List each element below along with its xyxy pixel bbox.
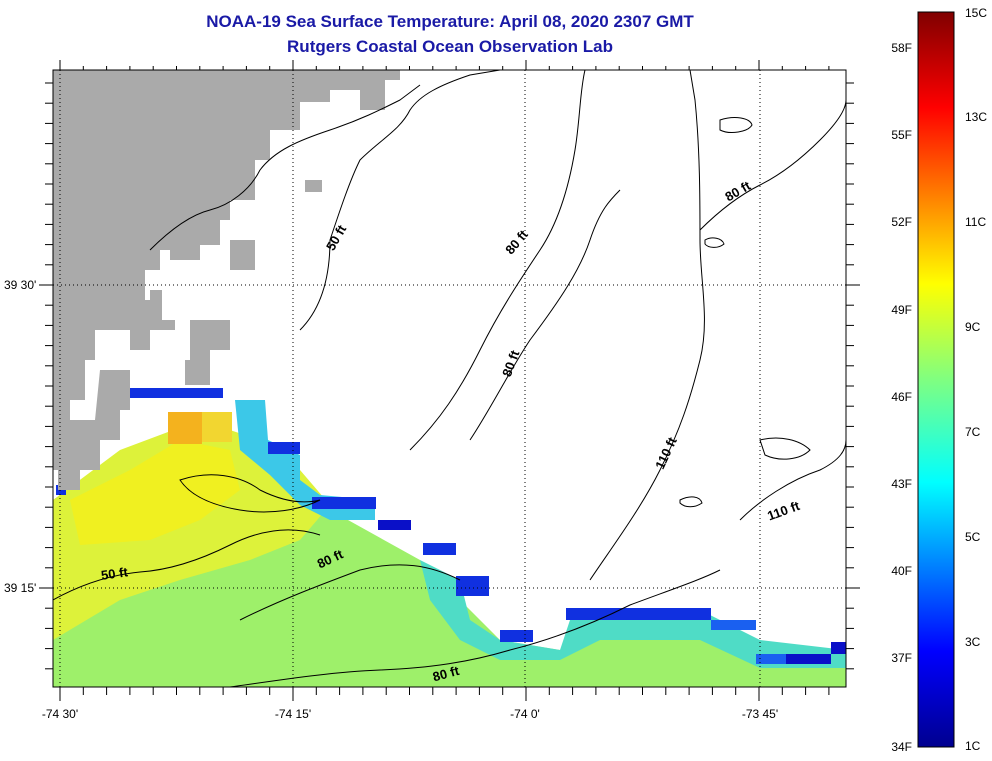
colorbar-fahrenheit-label: 43F (891, 477, 912, 491)
longitude-label: -73 45' (742, 707, 778, 721)
contour-shoal-4 (704, 237, 725, 248)
contour-110ft (589, 70, 705, 581)
colorbar-celsius-label: 11C (965, 215, 986, 229)
chart-title: NOAA-19 Sea Surface Temperature: April 0… (206, 12, 694, 31)
sst-pixels (53, 388, 846, 687)
graticule (53, 70, 846, 687)
contour-inshore-loop (179, 474, 321, 513)
sst-warm-patch (168, 412, 202, 444)
latitude-label: 39 15' (4, 581, 36, 595)
longitude-label: -74 0' (510, 707, 540, 721)
contour-110ft-east (739, 439, 846, 521)
colorbar-fahrenheit-label: 58F (891, 41, 912, 55)
colorbar-celsius-label: 3C (965, 635, 981, 649)
map-frame (52, 69, 847, 688)
colorbar: 58F 55F 52F 49F 46F 43F 40F 37F 34F 15C 13C 11C 9C 7… (891, 6, 987, 754)
sst-blue-edge-3 (312, 497, 376, 509)
colorbar-celsius-label: 5C (965, 530, 981, 544)
contour-shoal-3 (679, 496, 703, 508)
contour-50ft-south (53, 529, 321, 601)
land-mask (53, 70, 400, 490)
longitude-labels: -74 30' -74 15' -74 0' -73 45' (42, 707, 778, 721)
sst-blue-edge-12 (831, 642, 846, 654)
sst-warm-patch-2 (202, 412, 232, 442)
colorbar-celsius-label: 15C (965, 6, 987, 20)
longitude-label: -74 15' (275, 707, 311, 721)
sst-blue-edge-9 (711, 620, 756, 630)
colorbar-fahrenheit-label: 37F (891, 651, 912, 665)
latitude-label: 39 30' (4, 278, 36, 292)
sst-blue-edge-4 (378, 520, 411, 530)
sst-region-yellow-core (70, 440, 240, 545)
sst-blue-edge-2 (268, 442, 300, 454)
colorbar-fahrenheit-label: 46F (891, 390, 912, 404)
contour-80ft-east (409, 70, 586, 451)
colorbar-celsius-label: 7C (965, 425, 981, 439)
contour-80ft-ne (699, 99, 846, 231)
axis-ticks (39, 60, 860, 701)
colorbar-fahrenheit-label: 49F (891, 303, 912, 317)
sst-blue-edge-1 (123, 388, 223, 398)
colorbar-fahrenheit-labels: 58F 55F 52F 49F 46F 43F 40F 37F 34F (891, 41, 912, 754)
colorbar-celsius-label: 13C (965, 110, 987, 124)
contour-label: 50 ft (100, 564, 129, 583)
latitude-labels: 39 30' 39 15' (4, 278, 36, 595)
sst-blue-edge-6 (456, 576, 489, 596)
sst-blue-edge-8 (566, 608, 711, 620)
contour-80ft-bottom (229, 569, 721, 687)
sst-blue-edge-7 (500, 630, 533, 642)
sst-blue-edge-5 (423, 543, 456, 555)
contour-shoal-2 (759, 437, 811, 460)
colorbar-celsius-label: 9C (965, 320, 981, 334)
colorbar-celsius-labels: 15C 13C 11C 9C 7C 5C 3C 1C (965, 6, 987, 753)
contour-label: 80 ft (431, 663, 461, 685)
colorbar-fahrenheit-label: 52F (891, 215, 912, 229)
colorbar-celsius-label: 1C (965, 739, 981, 753)
contour-50ft-north (299, 70, 501, 331)
sst-blue-edge-10 (756, 654, 786, 664)
longitude-label: -74 30' (42, 707, 78, 721)
colorbar-gradient (917, 11, 955, 748)
contour-80ft-south (239, 564, 461, 621)
colorbar-fahrenheit-label: 40F (891, 564, 912, 578)
contour-shoal-1 (719, 117, 753, 133)
chart-subtitle: Rutgers Coastal Ocean Observation Lab (287, 37, 613, 56)
sst-region-cyan-east (420, 560, 846, 668)
contour-80ft-east-b (469, 189, 621, 441)
colorbar-fahrenheit-label: 55F (891, 128, 912, 142)
colorbar-fahrenheit-label: 34F (891, 740, 912, 754)
bathymetry-contours (53, 70, 846, 687)
contour-50ft-inner (149, 84, 421, 251)
sst-blue-edge-11 (786, 654, 831, 664)
